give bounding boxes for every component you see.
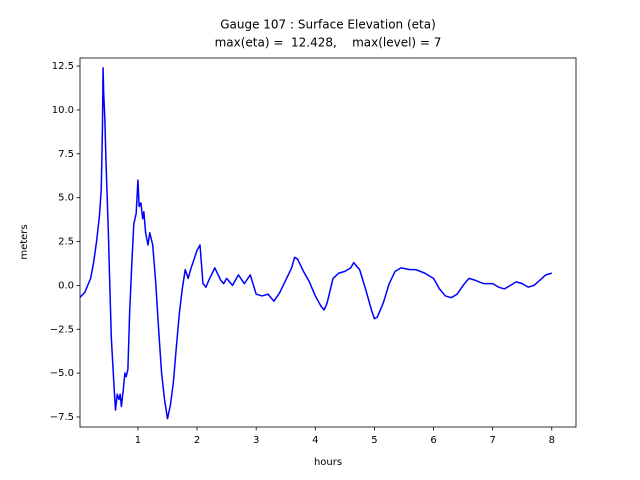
chart-subtitle: max(eta) = 12.428, max(level) = 7 bbox=[215, 36, 442, 50]
plot-frame bbox=[79, 57, 577, 428]
y-tick-label: −5.0 bbox=[50, 368, 74, 379]
x-tick-label: 8 bbox=[549, 435, 555, 446]
x-tick-label: 7 bbox=[489, 435, 495, 446]
y-tick-label: −7.5 bbox=[50, 412, 74, 423]
x-tick-label: 4 bbox=[312, 435, 318, 446]
data-line bbox=[79, 67, 552, 420]
y-tick-label: 5.0 bbox=[58, 193, 74, 204]
chart-title: Gauge 107 : Surface Elevation (eta) bbox=[220, 18, 436, 32]
x-tick-label: 2 bbox=[194, 435, 200, 446]
x-tick-label: 5 bbox=[371, 435, 377, 446]
y-tick-label: −2.5 bbox=[50, 324, 74, 335]
y-tick-label: 2.5 bbox=[58, 237, 74, 248]
y-tick-label: 12.5 bbox=[52, 61, 74, 72]
x-axis-label: hours bbox=[314, 457, 342, 468]
y-tick-label: 0.0 bbox=[58, 280, 74, 291]
y-tick-label: 10.0 bbox=[52, 105, 74, 116]
x-tick-label: 3 bbox=[253, 435, 259, 446]
x-tick-label: 1 bbox=[135, 435, 141, 446]
y-axis-label: meters bbox=[19, 224, 30, 259]
y-tick-label: 7.5 bbox=[58, 149, 74, 160]
x-tick-label: 6 bbox=[430, 435, 436, 446]
